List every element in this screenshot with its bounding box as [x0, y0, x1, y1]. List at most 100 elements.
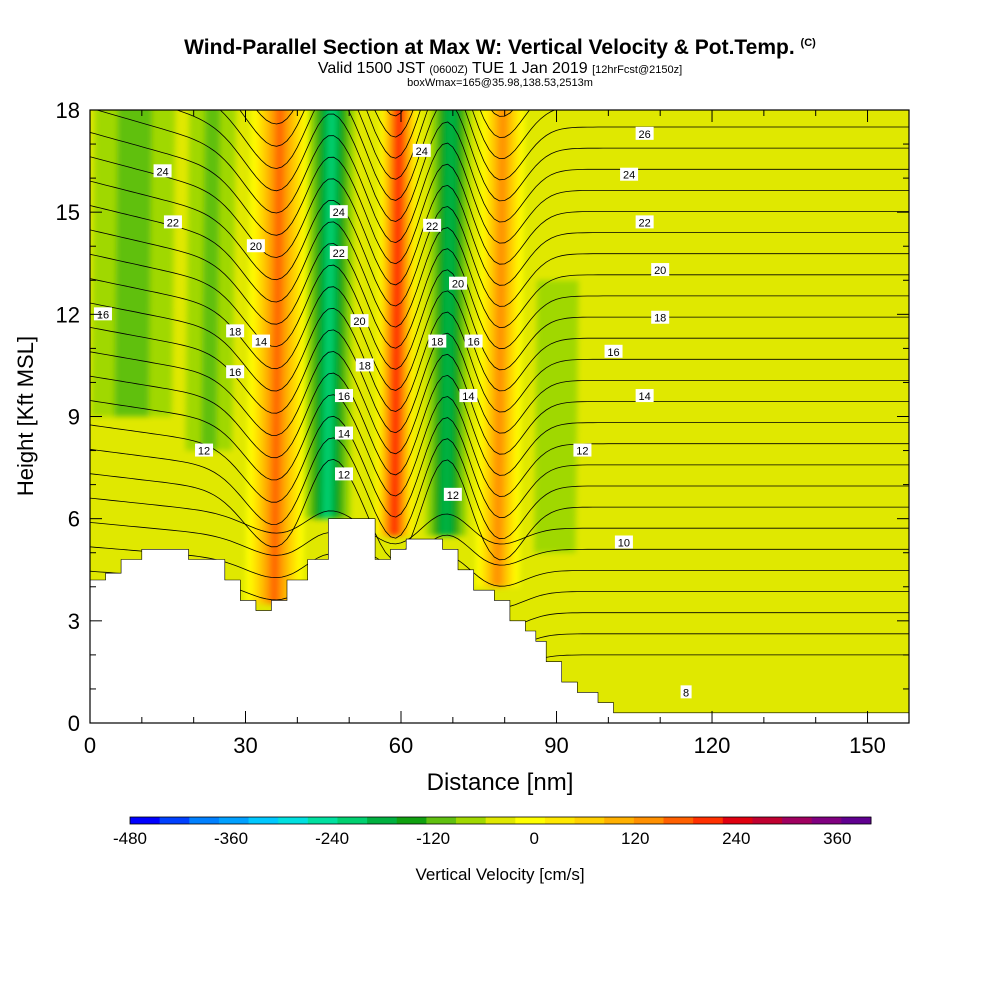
colorbar-swatch [189, 817, 220, 824]
contour-label: 20 [350, 314, 369, 328]
theta-contour [374, 110, 531, 138]
svg-text:20: 20 [353, 316, 365, 328]
contour-label: 18 [355, 358, 374, 372]
contour-label: 14 [635, 389, 654, 403]
svg-text:14: 14 [338, 429, 350, 441]
colorbar-swatch [159, 817, 190, 824]
theta-contour [90, 351, 909, 455]
x-tick-label: 90 [544, 733, 568, 758]
theta-contour [90, 132, 909, 265]
colorbar-swatch [515, 817, 546, 824]
svg-text:24: 24 [333, 207, 345, 219]
velocity-band [440, 110, 458, 536]
x-tick-label: 60 [389, 733, 413, 758]
theta-contour [385, 110, 514, 117]
y-tick-label: 18 [56, 98, 80, 123]
svg-text:14: 14 [255, 337, 267, 349]
svg-text:10: 10 [618, 538, 630, 550]
svg-text:14: 14 [639, 391, 651, 403]
colorbar-swatch [604, 817, 635, 824]
theta-contour [90, 229, 909, 350]
velocity-band [271, 110, 284, 604]
colorbar-swatch [485, 817, 516, 824]
theta-contour [95, 110, 909, 244]
contour-label: 18 [428, 334, 447, 349]
svg-text:22: 22 [639, 217, 651, 229]
theta-contour [90, 372, 909, 476]
svg-text:18: 18 [229, 326, 241, 338]
contour-label: 22 [163, 215, 182, 229]
contour-label: 12 [443, 487, 462, 502]
contour-label: 16 [604, 344, 623, 359]
contour-label: 8 [680, 685, 692, 699]
x-tick-label: 120 [694, 733, 731, 758]
colorbar-tick-label: 0 [529, 829, 538, 848]
svg-text:12: 12 [338, 469, 350, 481]
axes: 0 30 60 90 120 150 0 3 6 9 12 15 18 [56, 98, 909, 758]
contour-label: 20 [651, 263, 670, 277]
colorbar-tick-label: 120 [621, 829, 649, 848]
colorbar-swatch [426, 817, 457, 824]
colorbar-swatch [841, 817, 872, 824]
svg-text:16: 16 [607, 347, 619, 359]
contour-label: 16 [226, 365, 245, 379]
colorbar-tick-label: -480 [113, 829, 147, 848]
contour-label: 12 [195, 443, 214, 458]
velocity-band [769, 178, 862, 655]
colorbar-swatch [811, 817, 842, 824]
contour-label: 24 [620, 167, 639, 182]
svg-text:20: 20 [250, 241, 262, 253]
colorbar-swatch [337, 817, 368, 824]
svg-text:20: 20 [452, 279, 464, 291]
contour-label: 18 [226, 324, 245, 338]
colorbar-swatch [396, 817, 427, 824]
y-tick-label: 9 [68, 405, 80, 430]
svg-text:18: 18 [359, 360, 371, 372]
copyright-mark: (C) [800, 37, 816, 49]
svg-text:18: 18 [431, 337, 443, 349]
svg-text:16: 16 [97, 309, 109, 321]
velocity-band [612, 314, 706, 706]
colorbar-swatch [307, 817, 338, 824]
theta-contour [90, 156, 909, 286]
x-tick-label: 30 [233, 733, 257, 758]
colorbar-swatch [248, 817, 279, 824]
velocity-band [201, 110, 221, 451]
contour-label: 10 [614, 535, 633, 550]
x-axis-label: Distance [nm] [427, 769, 574, 796]
colorbar-tick-label: 360 [823, 829, 851, 848]
chart-title: Wind-Parallel Section at Max W: Vertical… [0, 36, 1000, 60]
title-main: Wind-Parallel Section at Max W: Vertical… [184, 36, 795, 59]
contour-label: 16 [93, 307, 112, 321]
chart-subtitle: Valid 1500 JST (0600Z) TUE 1 Jan 2019 [1… [0, 60, 1000, 78]
svg-text:22: 22 [426, 221, 438, 233]
colorbar-swatch [278, 817, 309, 824]
contour-label: 26 [635, 126, 654, 141]
contour-label: 14 [252, 334, 271, 349]
colorbar-swatch [633, 817, 665, 824]
theta-contour [90, 205, 909, 329]
velocity-band [114, 110, 153, 417]
box-info: boxWmax=165@35.98,138.53,2513m [407, 77, 593, 89]
svg-text:24: 24 [623, 170, 635, 182]
svg-text:26: 26 [639, 129, 651, 141]
svg-text:20: 20 [654, 265, 666, 277]
colorbar-swatch [752, 817, 783, 824]
contour-label: 16 [464, 334, 483, 349]
theta-contour [239, 110, 909, 181]
contour-label: 16 [334, 389, 353, 403]
colorbar-swatch [544, 817, 576, 824]
svg-text:16: 16 [338, 391, 350, 403]
svg-text:14: 14 [462, 391, 474, 403]
valid-time: Valid 1500 JST [317, 60, 425, 77]
theta-contour [90, 415, 909, 519]
y-axis-label: Height [Kft MSL] [13, 336, 38, 496]
theta-contour [90, 302, 909, 413]
contour-label: 22 [329, 246, 348, 260]
colorbar-frame [129, 816, 872, 825]
y-tick-label: 12 [56, 302, 80, 327]
svg-text:12: 12 [576, 446, 588, 458]
colorbar-label: Vertical Velocity [cm/s] [415, 865, 584, 884]
y-tick-label: 3 [68, 609, 80, 634]
